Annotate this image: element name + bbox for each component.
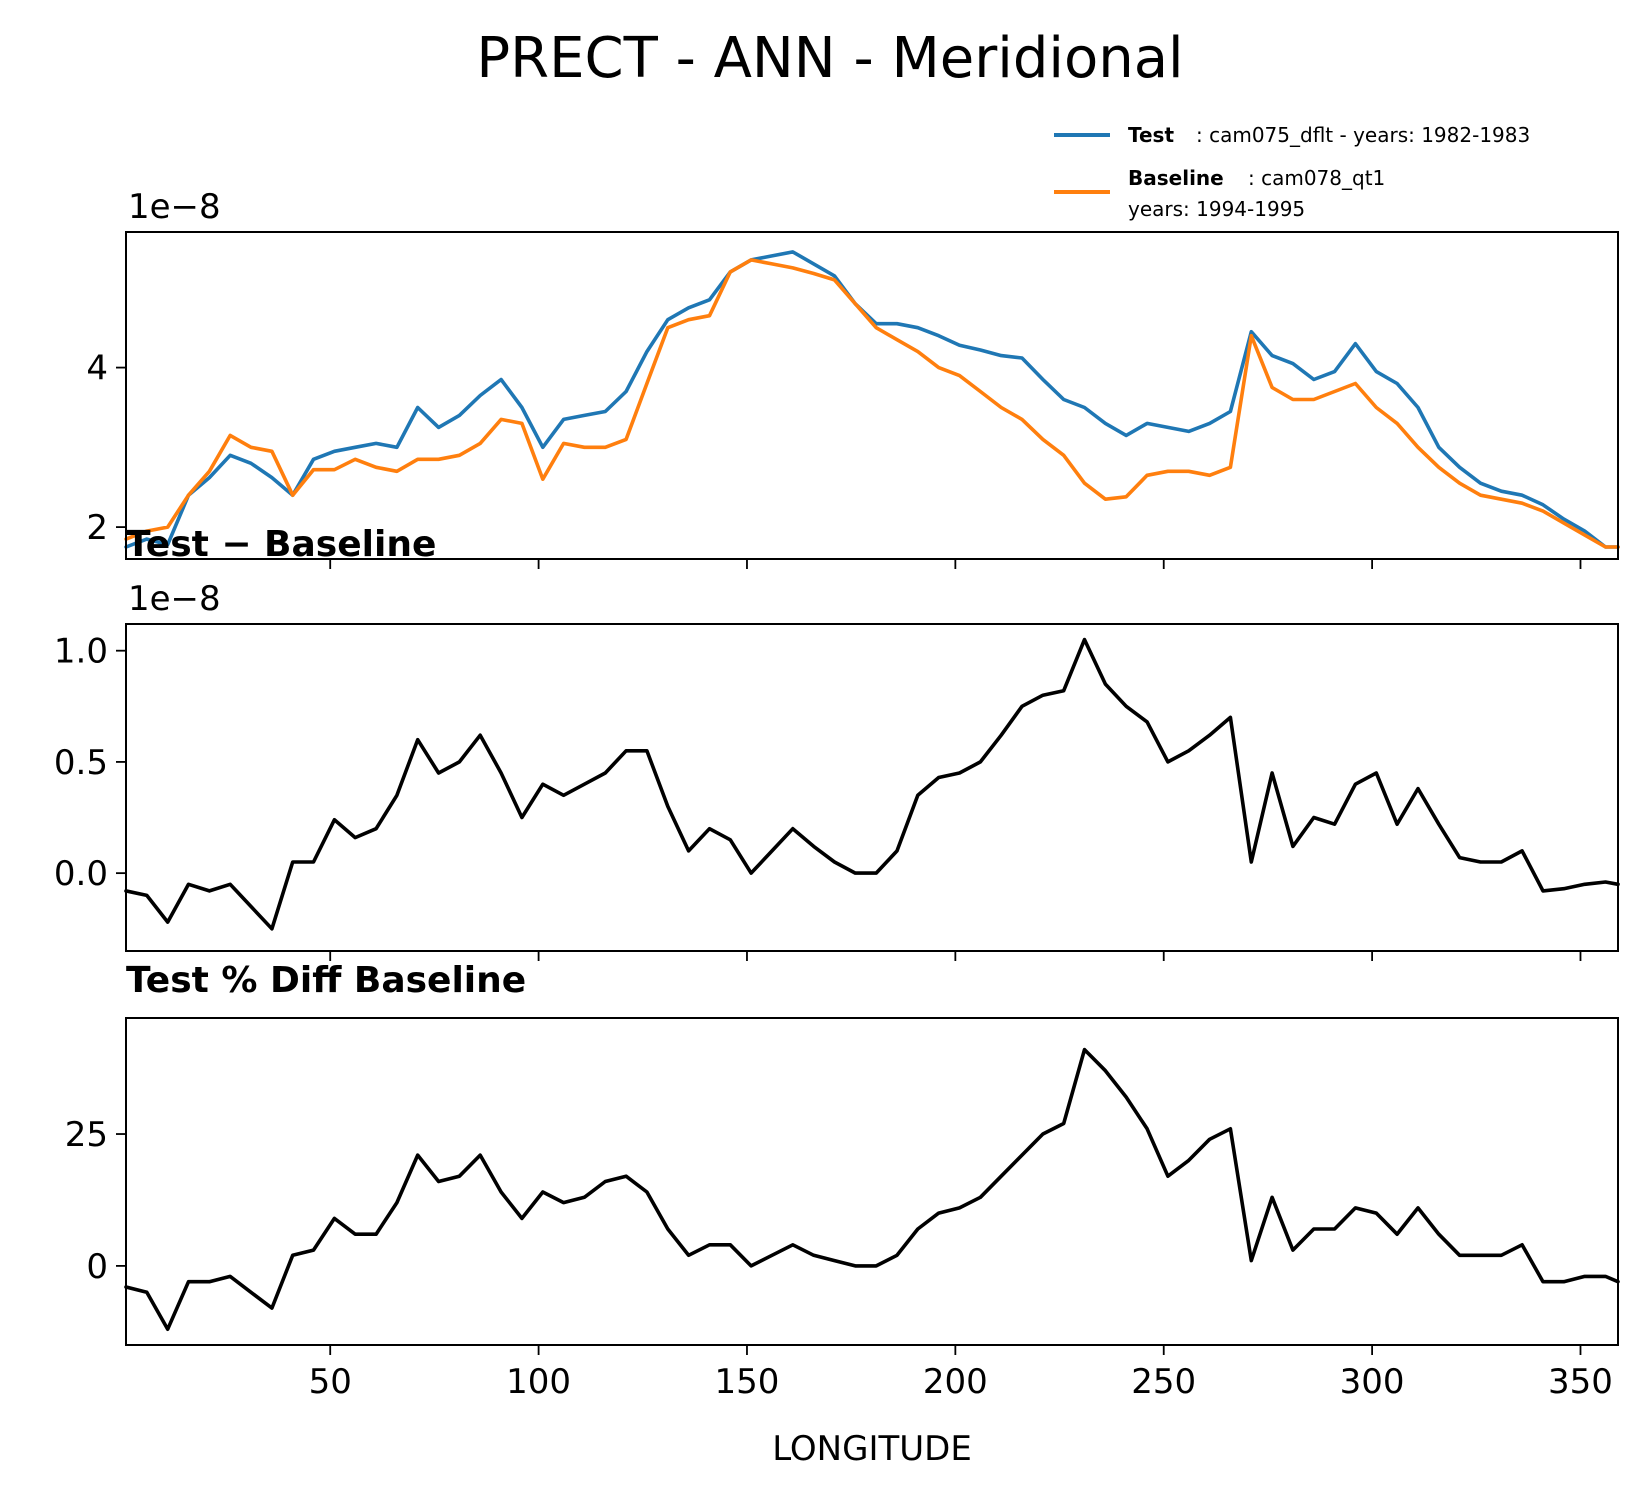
panel-top-series-baseline (124, 258, 1620, 549)
legend-baseline-text2: years: 1994-1995 (1128, 197, 1305, 221)
legend-baseline-label: Baseline (1128, 166, 1224, 190)
legend-test-label: Test (1128, 123, 1174, 147)
panel-top-lines (124, 250, 1620, 549)
panel-top: 1e−8 24 (86, 187, 1620, 569)
panel-pct-ytick-label: 0 (86, 1247, 108, 1287)
panel-top-series-test (124, 250, 1620, 549)
panel-pct: Test % Diff Baseline 0 25 50 100 150 200 250 30… (65, 960, 1620, 1469)
legend-baseline-text: : cam078_qt1 (1248, 166, 1385, 190)
xtick-label: 100 (506, 1362, 571, 1402)
panel-diff: Test − Baseline 1e−8 0.0 0.5 1.0 (54, 524, 1620, 961)
panel-diff-frame (125, 623, 1619, 952)
legend-test-text: : cam075_dflt - years: 1982-1983 (1196, 123, 1530, 147)
panel-diff-ytick-label: 0.5 (54, 743, 108, 783)
x-axis-label: LONGITUDE (772, 1429, 972, 1469)
panel-top-ytick-label: 2 (86, 508, 108, 548)
panel-pct-series-test-diff-baseline (124, 1047, 1620, 1331)
panel-pct-ytick-label: 25 (65, 1115, 108, 1155)
panel-diff-ticks: 0.0 0.5 1.0 (54, 632, 1582, 961)
panel-pct-frame (125, 1017, 1619, 1346)
panel-diff-offset-label: 1e−8 (128, 579, 221, 619)
xtick-label: 250 (1131, 1362, 1196, 1402)
xtick-label: 350 (1548, 1362, 1613, 1402)
legend: Test : cam075_dflt - years: 1982-1983 Ba… (1054, 123, 1530, 221)
panel-top-offset-label: 1e−8 (128, 187, 221, 227)
panel-pct-title: Test % Diff Baseline (126, 960, 526, 1001)
panel-diff-lines (124, 637, 1620, 931)
xtick-label: 300 (1340, 1362, 1405, 1402)
panel-pct-lines (124, 1047, 1620, 1331)
panel-diff-title: Test − Baseline (126, 524, 436, 565)
panel-top-ticks: 24 (86, 349, 1582, 569)
panel-diff-ytick-label: 1.0 (54, 632, 108, 672)
xtick-label: 200 (923, 1362, 988, 1402)
panel-diff-series-test-baseline (124, 637, 1620, 931)
panel-diff-ytick-label: 0.0 (54, 854, 108, 894)
panel-top-frame (125, 231, 1619, 560)
panel-top-ytick-label: 4 (86, 349, 108, 389)
xtick-label: 150 (715, 1362, 780, 1402)
panel-pct-ticks: 0 25 50 100 150 200 250 300 350 (65, 1115, 1613, 1402)
figure-title: PRECT - ANN - Meridional (476, 26, 1183, 91)
xtick-label: 50 (309, 1362, 352, 1402)
